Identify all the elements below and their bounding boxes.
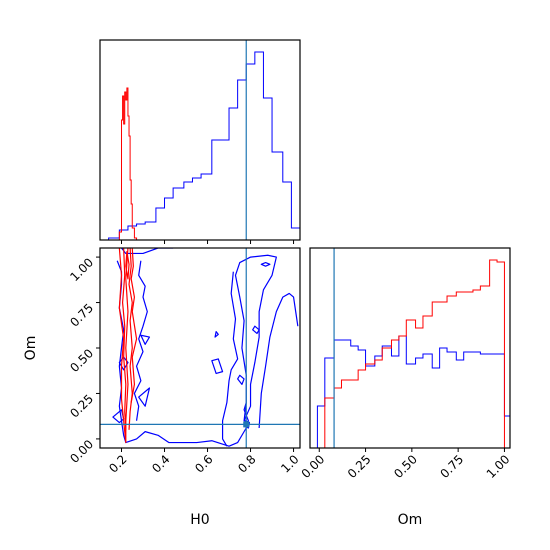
x-axis-label-om: Om [398,512,423,528]
contour-ytick-label-1: 0.25 [67,392,96,421]
contour-line-11 [140,334,151,345]
contour-line-13 [138,387,151,407]
contour-line-9 [211,358,224,375]
contour-xtick-label-2: 0.6 [192,452,215,475]
hist-om-xtick-label-1: 0.25 [345,452,374,481]
contour-line-17 [121,248,127,430]
contour-xtick-label-4: 1.0 [278,452,301,475]
y-axis-label-om: Om [23,336,39,361]
hist-h0-series-0 [100,51,300,240]
x-axis-label-h0: H0 [190,512,209,528]
hist-h0-series-1 [118,87,138,240]
hist-om-xtick-label-2: 0.50 [391,452,420,481]
contour-line-5 [258,292,299,429]
panel-contour-h0-om: 0.2 0.4 0.6 0.8 1.0 0.00 0.25 0.50 0.75 1.00 H0 O… [23,247,302,528]
hist-om-series-0 [310,335,510,448]
contour-line-19 [130,248,138,403]
truth-marker [243,421,250,428]
hist-om-xtick-label-0: 0.00 [299,452,328,481]
contour-line-2 [133,260,148,421]
hist-om-xtick-label-4: 1.00 [484,452,513,481]
contour-xtick-label-3: 0.8 [235,452,258,475]
contour-line-7 [252,325,260,335]
hist-h0-frame [99,39,301,241]
hist-om-xtick-label-3: 0.75 [437,452,466,481]
contour-line-4 [234,254,277,422]
contour-line-1 [116,260,249,447]
contour-ytick-label-3: 0.75 [67,301,96,330]
contour-line-8 [214,331,219,338]
contour-line-18 [128,248,133,430]
contour-line-14 [112,409,125,424]
contour-ytick-label-4: 1.00 [67,255,96,284]
contour-xtick-label-1: 0.4 [149,452,172,475]
contour-line-0 [121,248,174,255]
hist-om-series-1 [310,259,505,448]
contour-xtick-label-0: 0.2 [106,452,129,475]
contour-line-16 [118,248,129,444]
panel-hist-h0 [99,39,301,244]
panel-hist-om: 0.00 0.25 0.50 0.75 1.00 Om [299,247,513,528]
contour-line-3 [221,271,239,447]
contour-ytick-label-0: 0.00 [67,437,96,466]
hist-om-frame [309,247,511,449]
contour-line-6 [260,261,271,267]
contour-line-10 [237,374,245,385]
contour-ytick-label-2: 0.50 [67,346,96,375]
contour-line-20 [125,251,130,280]
